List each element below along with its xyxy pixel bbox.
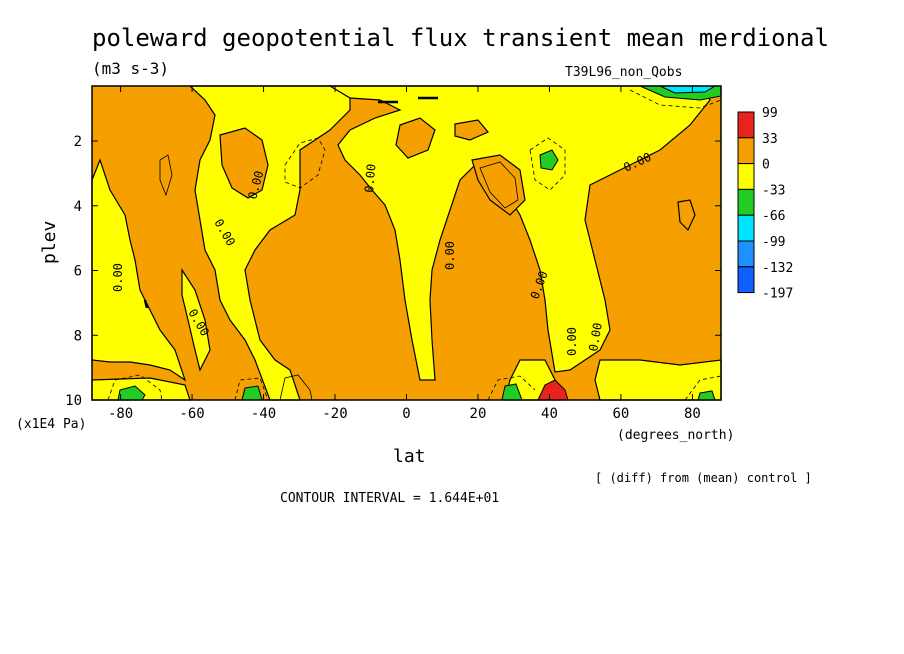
green-region [117, 385, 146, 401]
colorbar-label: -66 [762, 209, 785, 224]
colorbar-label: -132 [762, 261, 793, 276]
colorbar-swatch [737, 188, 755, 216]
dashed-contour [107, 374, 163, 401]
contour-field: 0.00 0.00 0.00 0.00 0.00 0.00 0.00 0.00 … [91, 85, 722, 401]
colorbar-swatch [737, 111, 755, 139]
colorbar: 99 33 0 -33 -66 -99 -132 -197 [737, 106, 793, 302]
orange-island [471, 154, 526, 216]
contour-label: 0.00 [111, 263, 125, 292]
x-tick-label: -80 [108, 406, 133, 422]
thin-contour [479, 161, 519, 209]
x-tick-label: -20 [322, 406, 347, 422]
orange-island [454, 119, 489, 141]
x-axis: -80 -60 -40 -20 0 20 40 60 80 [108, 86, 701, 422]
green-region [241, 385, 263, 401]
experiment-label: T39L96_non_Qobs [565, 65, 682, 80]
colorbar-swatch [737, 137, 755, 165]
y-units-label: (x1E4 Pa) [16, 417, 86, 432]
y-axis: 2 4 6 8 10 [65, 134, 721, 409]
yellow-region [327, 85, 711, 381]
colorbar-label: -99 [762, 235, 785, 250]
x-tick-label: 0 [402, 406, 410, 422]
top-streaks [378, 96, 438, 104]
x-tick-label: 40 [541, 406, 558, 422]
yellow-region [91, 158, 187, 382]
dashed-contour [284, 137, 326, 189]
x-units-label: (degrees_north) [617, 428, 734, 443]
green-region [539, 149, 559, 171]
dashed-contours [107, 89, 722, 401]
yellow-region [181, 267, 211, 372]
contour-label: 0.00 [443, 241, 457, 270]
dashed-contour [629, 89, 722, 109]
thin-contours [143, 154, 519, 401]
contour-interval-label: CONTOUR INTERVAL = 1.644E+01 [280, 491, 499, 506]
x-tick-label: 60 [613, 406, 630, 422]
thin-contour [143, 299, 149, 309]
green-regions [117, 149, 716, 401]
y-tick-label: 10 [65, 393, 82, 409]
colorbar-label: -197 [762, 287, 793, 302]
y-tick-label: 4 [74, 199, 82, 215]
colorbar-swatch [737, 266, 755, 294]
colorbar-label: 0 [762, 158, 770, 173]
thin-contour [159, 154, 173, 197]
x-tick-label: -40 [251, 406, 276, 422]
orange-islands [219, 117, 696, 232]
units-label: (m3 s-3) [92, 59, 169, 78]
colorbar-label: 33 [762, 132, 778, 147]
colorbar-label: -33 [762, 183, 785, 198]
colorbar-label: 99 [762, 106, 778, 121]
thin-contour [279, 374, 313, 401]
orange-island [395, 117, 436, 159]
x-tick-label: 80 [684, 406, 701, 422]
chart-title: poleward geopotential flux transient mea… [92, 24, 829, 52]
contour-label: 0.00 [586, 322, 605, 353]
contour-label: 0.00 [565, 327, 579, 356]
dashed-contour [529, 137, 566, 191]
x-tick-label: -60 [179, 406, 204, 422]
y-tick-label: 8 [74, 328, 82, 344]
orange-island [219, 127, 269, 199]
dashed-contour [234, 377, 269, 401]
x-axis-label: lat [393, 446, 426, 467]
orange-island [677, 199, 696, 232]
colorbar-swatch [737, 214, 755, 242]
x-tick-label: 20 [470, 406, 487, 422]
dashed-contour [684, 375, 722, 401]
comparison-note: [ (diff) from (mean) control ] [595, 471, 812, 485]
y-tick-label: 6 [74, 264, 82, 280]
contour-label: 0.00 [362, 163, 378, 193]
colorbar-swatch [737, 240, 755, 268]
y-tick-label: 2 [74, 134, 82, 150]
colorbar-swatch [737, 163, 755, 190]
y-axis-label: plev [39, 221, 60, 264]
